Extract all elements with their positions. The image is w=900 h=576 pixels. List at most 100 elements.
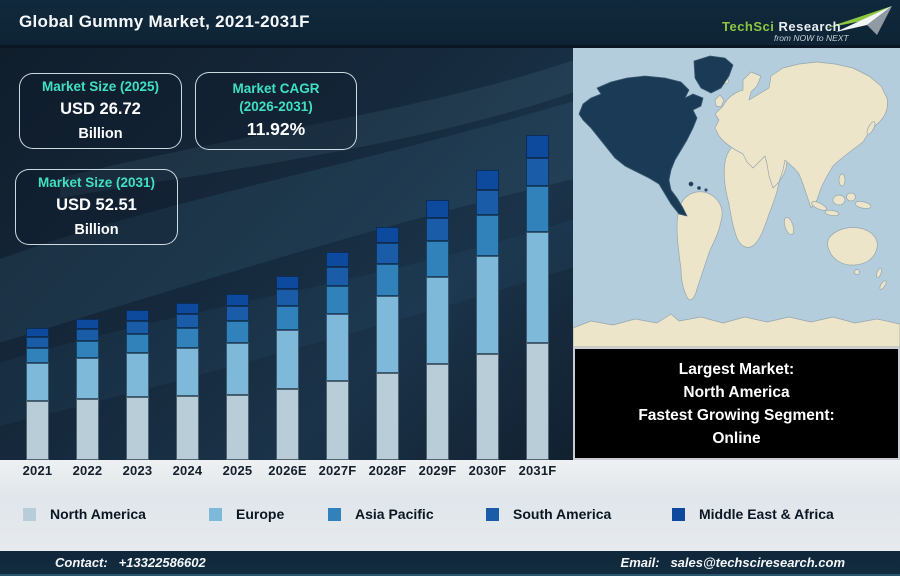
footer-contact: Contact: +13322586602 — [55, 555, 206, 570]
bar-segment-north-america — [276, 389, 299, 460]
axis-label-2022: 2022 — [72, 463, 103, 478]
bar-segment-middle-east-africa — [176, 303, 199, 314]
bar-segment-middle-east-africa — [476, 170, 499, 190]
bar-2025 — [226, 294, 249, 460]
map-region-greenland — [693, 55, 734, 94]
bar-2027F — [326, 252, 349, 460]
stat-value: USD 52.51 — [56, 196, 137, 215]
bar-segment-middle-east-africa — [526, 135, 549, 158]
footer-email-value: sales@techsciresearch.com — [670, 555, 845, 570]
bar-segment-europe — [76, 358, 99, 399]
stat-label: Market Size (2025) — [41, 78, 160, 94]
bar-segment-north-america — [76, 399, 99, 460]
map-region-united-kingdom — [714, 94, 725, 108]
legend-item-europe: Europe — [209, 506, 284, 522]
stat-label: (2026-2031) — [239, 99, 313, 115]
techsci-logo: TechSci Research from NOW to NEXT — [708, 2, 894, 46]
footer-bar: Contact: +13322586602 Email: sales@techs… — [0, 551, 900, 576]
bar-segment-asia-pacific — [476, 215, 499, 256]
bar-2026E — [276, 276, 299, 460]
logo-arrow-icon — [826, 6, 892, 35]
bars-layer — [0, 48, 573, 460]
bar-2030F — [476, 170, 499, 460]
chart-panel — [0, 48, 573, 460]
bar-segment-asia-pacific — [76, 341, 99, 358]
bar-segment-middle-east-africa — [426, 200, 449, 218]
bar-2021 — [26, 328, 49, 460]
logo-wordmark: TechSci Research — [722, 19, 841, 34]
bar-segment-south-america — [176, 314, 199, 328]
stat-value: 11.92% — [246, 119, 306, 140]
stat-value: USD 26.72 — [60, 100, 141, 119]
footer-email: Email: sales@techsciresearch.com — [621, 555, 845, 570]
axis-label-2028F: 2028F — [368, 463, 407, 478]
legend-swatch — [23, 507, 36, 521]
bar-segment-south-america — [276, 289, 299, 306]
bar-2029F — [426, 200, 449, 460]
bar-segment-middle-east-africa — [126, 310, 149, 321]
footer-email-label: Email: — [620, 555, 660, 570]
map-region-antarctica — [572, 313, 900, 348]
map-region-australia — [827, 227, 878, 266]
bar-segment-north-america — [126, 397, 149, 460]
bar-2024 — [176, 303, 199, 460]
bar-segment-europe — [276, 330, 299, 389]
legend-label: Middle East & Africa — [699, 506, 834, 522]
bar-segment-north-america — [476, 354, 499, 460]
map-region-madagascar — [783, 217, 795, 235]
bar-segment-north-america — [226, 395, 249, 460]
bar-segment-asia-pacific — [326, 286, 349, 314]
map-region-south-america — [676, 191, 723, 301]
bar-segment-north-america — [326, 381, 349, 460]
bar-segment-south-america — [426, 218, 449, 241]
bar-segment-north-america — [176, 396, 199, 460]
axis-label-2029F: 2029F — [418, 463, 457, 478]
bar-segment-south-america — [76, 329, 99, 341]
axis-and-legend-band: 2021 2022 2023 2024 2025 2026E 2027F 2028F 2029F… — [0, 460, 900, 551]
bar-segment-north-america — [426, 364, 449, 460]
legend-item-middle-east-africa: Middle East & Africa — [672, 506, 834, 522]
axis-label-2024: 2024 — [172, 463, 203, 478]
bar-2023 — [126, 310, 149, 460]
bar-segment-asia-pacific — [126, 334, 149, 353]
axis-label-2026E: 2026E — [268, 463, 307, 478]
stat-unit: Billion — [74, 222, 119, 238]
bar-segment-europe — [426, 277, 449, 364]
legend-label: North America — [50, 506, 146, 522]
bar-segment-north-america — [526, 343, 549, 460]
world-map — [572, 48, 900, 348]
axis-label-2025: 2025 — [222, 463, 253, 478]
header-bar: Global Gummy Market, 2021-2031F TechSci … — [0, 0, 900, 48]
map-region-southeast-asia-islands — [811, 121, 876, 217]
bar-segment-europe — [376, 296, 399, 373]
bar-segment-asia-pacific — [226, 321, 249, 343]
stat-box-market-cagr: Market CAGR (2026-2031) 11.92% — [195, 72, 357, 150]
stat-unit: Billion — [78, 126, 123, 142]
bar-segment-europe — [226, 343, 249, 395]
legend-swatch — [486, 507, 499, 521]
map-region-north-america — [578, 75, 704, 217]
map-region-eurasia — [714, 61, 888, 209]
axis-label-2023: 2023 — [122, 463, 153, 478]
bar-segment-north-america — [376, 373, 399, 460]
legend-swatch — [209, 507, 222, 521]
stat-box-market-size-2031: Market Size (2031) USD 52.51 Billion — [15, 169, 178, 245]
largest-market-info-box: Largest Market: North America Fastest Gr… — [573, 347, 900, 460]
map-region-new-zealand — [876, 267, 882, 279]
bar-segment-south-america — [26, 337, 49, 348]
legend-label: Europe — [236, 506, 285, 522]
bar-segment-middle-east-africa — [376, 227, 399, 243]
stat-label: Market Size (2031) — [37, 174, 156, 190]
logo-brand-primary: TechSci — [722, 19, 775, 34]
legend-swatch — [328, 507, 341, 521]
map-region-new-zealand-south — [879, 280, 887, 290]
axis-label-2030F: 2030F — [468, 463, 507, 478]
bar-segment-middle-east-africa — [326, 252, 349, 267]
bar-segment-south-america — [326, 267, 349, 286]
map-region-tasmania — [854, 269, 860, 275]
bar-2022 — [76, 319, 99, 460]
info-line: Fastest Growing Segment: — [638, 406, 835, 424]
bar-segment-south-america — [526, 158, 549, 186]
bar-segment-south-america — [376, 243, 399, 264]
